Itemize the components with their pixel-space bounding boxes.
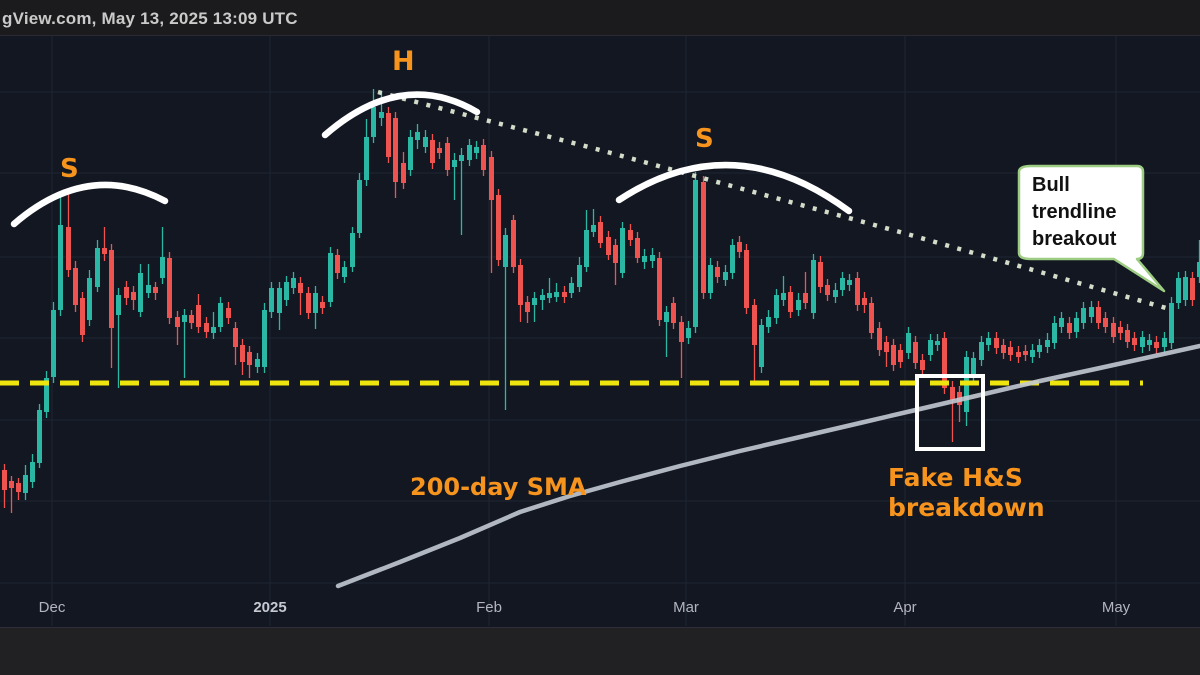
x-axis-label-may: May (1101, 599, 1131, 616)
callout-line2: trendline (1032, 201, 1117, 223)
fake-breakdown-label: Fake H&S breakdown (888, 463, 1045, 523)
x-axis-label-apr: Apr (893, 599, 917, 616)
fake-breakdown-line2: breakdown (888, 493, 1045, 522)
right-shoulder-label: S (695, 124, 714, 154)
watermark-bar: gView.com, May 13, 2025 13:09 UTC (0, 0, 1200, 36)
footer-bar (0, 627, 1200, 675)
head-label: H (392, 46, 415, 77)
watermark-text: gView.com, May 13, 2025 13:09 UTC (2, 9, 298, 28)
x-axis-label-2025: 2025 (253, 599, 287, 616)
callout-line3: breakout (1032, 228, 1117, 250)
x-axis-label-mar: Mar (673, 599, 699, 616)
sma-label: 200-day SMA (410, 473, 587, 501)
x-axis-label-feb: Feb (476, 599, 502, 616)
fake-breakdown-line1: Fake H&S (888, 463, 1023, 492)
left-shoulder-label: S (60, 154, 79, 184)
callout-line1: Bull (1032, 174, 1070, 196)
breakout-callout: Bull trendline breakout (1032, 172, 1140, 253)
x-axis-label-dec: Dec (38, 599, 66, 616)
